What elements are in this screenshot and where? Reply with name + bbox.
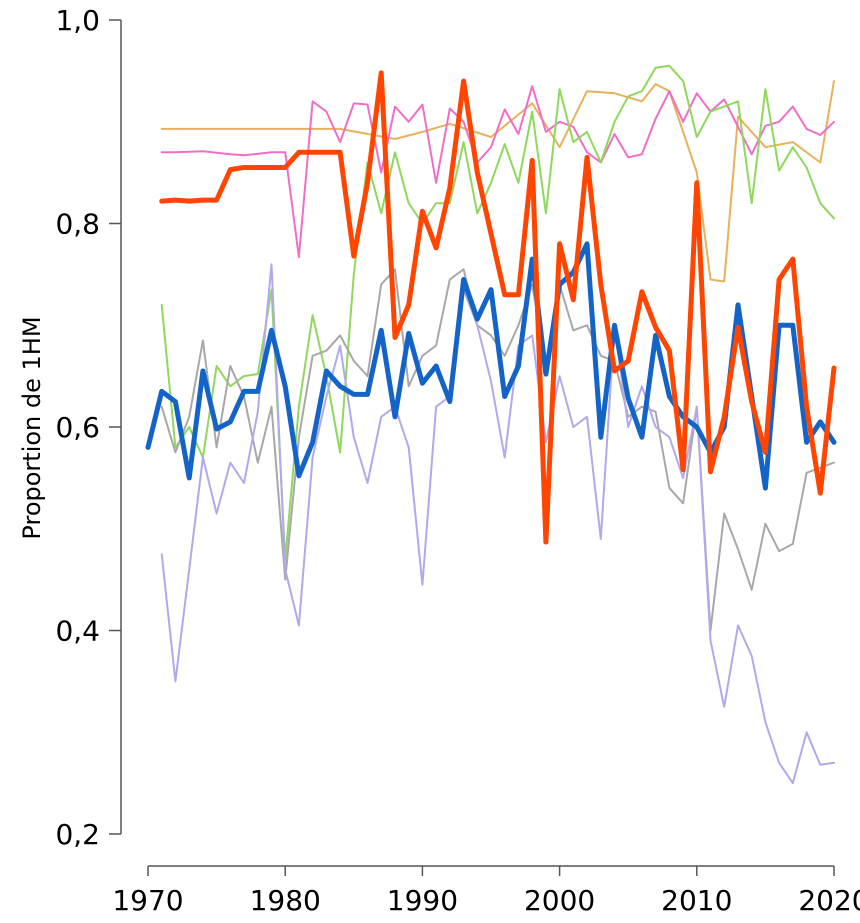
y-tick-label: 1,0	[55, 4, 100, 37]
series-group	[145, 64, 837, 785]
series-line-7	[159, 70, 837, 545]
y-tick-label: 0,8	[55, 208, 100, 241]
y-axis-label: Proportion de 1HM	[18, 316, 46, 539]
x-tick-label: 1980	[250, 884, 321, 917]
y-tick-label: 0,6	[55, 411, 100, 444]
x-tick-label: 1970	[112, 884, 183, 917]
series-line-1	[160, 80, 835, 283]
series-line-3	[160, 64, 835, 561]
y-tick-label: 0,2	[55, 818, 100, 851]
axes: 0,2 0,4 0,6 0,8 1,0 1970 1980 1990 2000 2010 2020	[55, 4, 860, 917]
x-tick-label: 2000	[524, 884, 595, 917]
y-tick-label: 0,4	[55, 615, 100, 648]
x-tick-label: 2010	[661, 884, 732, 917]
x-tick-label: 1990	[387, 884, 458, 917]
x-tick-label: 2020	[798, 884, 860, 917]
series-line-5	[160, 263, 835, 785]
